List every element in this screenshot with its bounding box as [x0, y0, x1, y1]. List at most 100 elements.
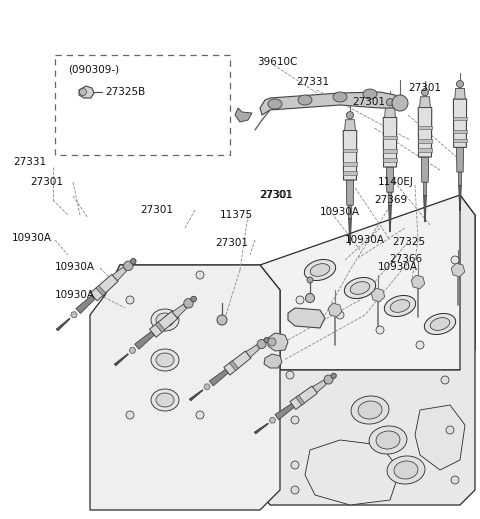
Ellipse shape: [369, 426, 407, 454]
Text: 11375: 11375: [220, 210, 253, 220]
Polygon shape: [224, 351, 251, 375]
Polygon shape: [96, 285, 106, 296]
Text: 1140EJ: 1140EJ: [378, 177, 414, 187]
Polygon shape: [420, 97, 431, 107]
Circle shape: [392, 95, 408, 111]
Polygon shape: [209, 370, 228, 386]
Polygon shape: [383, 117, 397, 167]
Polygon shape: [260, 92, 400, 115]
Ellipse shape: [151, 309, 179, 331]
Polygon shape: [458, 172, 462, 185]
Circle shape: [291, 486, 299, 494]
Text: 27331: 27331: [13, 157, 46, 167]
Circle shape: [196, 271, 204, 279]
Polygon shape: [204, 384, 210, 390]
Circle shape: [268, 338, 276, 346]
Polygon shape: [454, 117, 467, 120]
Ellipse shape: [387, 456, 425, 484]
Circle shape: [441, 376, 449, 384]
Polygon shape: [76, 295, 96, 313]
Polygon shape: [343, 148, 357, 152]
Text: 10930A: 10930A: [345, 235, 385, 245]
Polygon shape: [418, 126, 432, 129]
Polygon shape: [254, 423, 268, 434]
Polygon shape: [135, 332, 155, 349]
Polygon shape: [345, 120, 355, 130]
Ellipse shape: [351, 396, 389, 424]
Circle shape: [196, 411, 204, 419]
Polygon shape: [105, 265, 280, 420]
Circle shape: [286, 371, 294, 379]
Polygon shape: [172, 304, 187, 318]
Polygon shape: [423, 182, 427, 196]
Circle shape: [331, 373, 336, 378]
Circle shape: [126, 411, 134, 419]
Polygon shape: [235, 108, 252, 122]
Polygon shape: [459, 185, 461, 211]
Polygon shape: [71, 311, 77, 318]
Polygon shape: [290, 386, 317, 409]
Polygon shape: [90, 265, 280, 510]
Text: (090309-): (090309-): [68, 65, 119, 75]
Polygon shape: [418, 107, 432, 157]
Circle shape: [291, 416, 299, 424]
Circle shape: [305, 294, 314, 303]
Circle shape: [386, 99, 394, 106]
Polygon shape: [418, 139, 432, 143]
Polygon shape: [264, 354, 282, 368]
Polygon shape: [328, 303, 342, 317]
Text: 10930A: 10930A: [12, 233, 52, 243]
Polygon shape: [415, 405, 465, 470]
Ellipse shape: [151, 349, 179, 371]
Polygon shape: [312, 380, 326, 392]
Polygon shape: [90, 275, 118, 301]
Text: 27301: 27301: [260, 190, 293, 200]
Circle shape: [456, 80, 464, 88]
Circle shape: [296, 296, 304, 304]
Text: 27325: 27325: [392, 237, 425, 247]
Polygon shape: [384, 107, 396, 117]
Text: 10930A: 10930A: [55, 290, 95, 300]
Polygon shape: [348, 205, 352, 218]
Text: 27301: 27301: [30, 177, 63, 187]
Polygon shape: [371, 288, 385, 302]
Ellipse shape: [376, 431, 400, 449]
Polygon shape: [79, 86, 94, 98]
Text: 27325B: 27325B: [105, 87, 145, 97]
Circle shape: [264, 337, 269, 343]
Ellipse shape: [333, 92, 347, 102]
Text: 27301: 27301: [408, 83, 441, 93]
Polygon shape: [348, 218, 351, 245]
Polygon shape: [455, 88, 465, 99]
Ellipse shape: [156, 353, 174, 367]
Circle shape: [80, 89, 86, 95]
Ellipse shape: [156, 393, 174, 407]
Ellipse shape: [156, 313, 174, 327]
Polygon shape: [347, 180, 354, 205]
Ellipse shape: [298, 95, 312, 105]
Polygon shape: [112, 267, 127, 281]
Text: 27369: 27369: [374, 195, 407, 205]
Circle shape: [257, 339, 266, 349]
Polygon shape: [114, 353, 129, 366]
Polygon shape: [189, 390, 203, 401]
Polygon shape: [305, 440, 400, 505]
Polygon shape: [411, 275, 425, 289]
Circle shape: [291, 461, 299, 469]
Polygon shape: [383, 135, 397, 139]
Text: 27331: 27331: [296, 77, 329, 87]
Polygon shape: [56, 318, 70, 331]
Polygon shape: [129, 347, 136, 353]
Polygon shape: [246, 345, 260, 358]
Text: 27301: 27301: [215, 238, 248, 248]
Circle shape: [347, 112, 354, 119]
Circle shape: [451, 476, 459, 484]
Text: 39610C: 39610C: [257, 57, 298, 67]
Circle shape: [191, 296, 196, 302]
Polygon shape: [343, 171, 357, 174]
Polygon shape: [260, 195, 475, 370]
Polygon shape: [343, 162, 357, 166]
Polygon shape: [388, 192, 392, 206]
Circle shape: [376, 326, 384, 334]
Circle shape: [421, 89, 429, 96]
